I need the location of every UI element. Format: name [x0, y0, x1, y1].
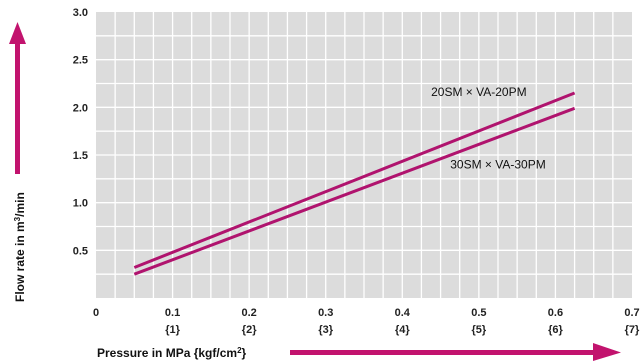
series-line-2	[133, 106, 576, 276]
x-tick-label: 0	[93, 307, 99, 319]
y-tick-label: 2.5	[73, 55, 88, 67]
y-tick-label: 2.0	[73, 102, 88, 114]
x-tick-sublabel: {1}	[165, 324, 180, 336]
grid-lines	[96, 12, 632, 298]
x-tick-label: 0.2	[241, 307, 256, 319]
x-tick-label: 0.7	[624, 307, 639, 319]
x-tick-label: 0.1	[165, 307, 180, 319]
series-label-1: 20SM × VA-20PM	[431, 85, 526, 99]
x-tick-label: 0.5	[471, 307, 486, 319]
y-axis-arrow-shaft	[15, 42, 20, 174]
series-label-2: 30SM × VA-30PM	[450, 157, 545, 171]
tick-labels: 0 0.1 {1} 0.2 {2} 0.3 {3} 0.4 {4} 0.5 {5} 0.6 {6} 0.7…	[73, 7, 640, 336]
series-line-1	[133, 91, 576, 269]
x-tick-sublabel: {4}	[395, 324, 410, 336]
x-tick-label: 0.4	[395, 307, 411, 319]
y-axis-title: Flow rate in m3/min	[13, 192, 27, 302]
x-tick-label: 0.3	[318, 307, 333, 319]
series-labels: 20SM × VA-20PM 30SM × VA-30PM	[431, 85, 546, 171]
y-tick-label: 3.0	[73, 7, 88, 19]
y-tick-label: 0.5	[73, 245, 88, 257]
series-lines	[133, 91, 576, 276]
x-axis-arrow-shaft	[290, 350, 595, 355]
y-axis-arrow-head	[9, 22, 26, 44]
x-tick-label: 0.6	[548, 307, 563, 319]
x-tick-sublabel: {5}	[472, 324, 487, 336]
y-tick-label: 1.0	[73, 198, 88, 210]
x-tick-sublabel: {3}	[318, 324, 333, 336]
x-tick-sublabel: {2}	[242, 324, 257, 336]
y-tick-label: 1.5	[73, 150, 88, 162]
x-tick-sublabel: {6}	[548, 324, 563, 336]
x-axis-title: Pressure in MPa {kgf/cm2}	[97, 346, 247, 360]
x-axis-arrow-head	[593, 343, 621, 361]
x-tick-sublabel: {7}	[625, 324, 640, 336]
